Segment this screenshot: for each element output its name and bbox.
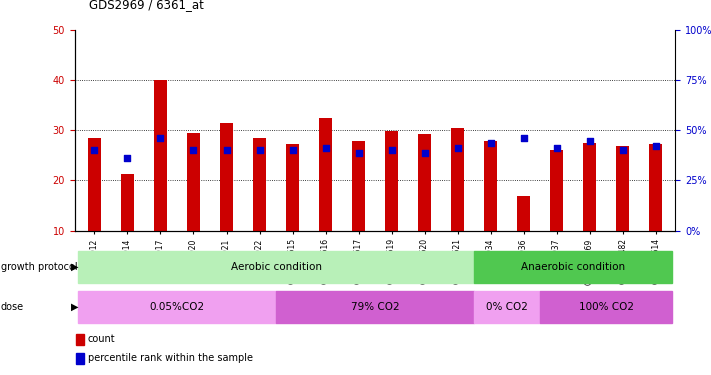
Text: dose: dose <box>1 302 24 312</box>
Bar <box>220 123 233 231</box>
Bar <box>583 143 597 231</box>
Bar <box>286 144 299 231</box>
Text: ▶: ▶ <box>71 302 79 312</box>
Bar <box>484 141 497 231</box>
Bar <box>78 251 474 283</box>
Point <box>353 150 364 156</box>
Bar <box>451 128 464 231</box>
Bar <box>649 144 662 231</box>
Point <box>188 147 199 153</box>
Text: ▶: ▶ <box>71 262 79 272</box>
Bar <box>187 133 200 231</box>
Point <box>254 147 265 153</box>
Bar <box>154 80 167 231</box>
Bar <box>474 251 672 283</box>
Point <box>419 150 430 156</box>
Bar <box>319 118 332 231</box>
Point <box>617 147 629 153</box>
Bar <box>253 138 266 231</box>
Text: 100% CO2: 100% CO2 <box>579 302 634 312</box>
Point <box>89 147 100 153</box>
Bar <box>276 291 474 322</box>
Point <box>386 147 397 153</box>
Bar <box>616 146 629 231</box>
Point <box>155 135 166 141</box>
Point <box>452 145 464 151</box>
Text: 0% CO2: 0% CO2 <box>486 302 528 312</box>
Point <box>518 135 529 141</box>
Text: 0.05%CO2: 0.05%CO2 <box>149 302 205 312</box>
Text: 79% CO2: 79% CO2 <box>351 302 400 312</box>
Bar <box>78 291 276 322</box>
Point <box>320 145 331 151</box>
Text: Anaerobic condition: Anaerobic condition <box>521 262 625 272</box>
Text: growth protocol: growth protocol <box>1 262 77 272</box>
Point <box>551 145 562 151</box>
Bar <box>88 138 101 231</box>
Point <box>650 143 661 149</box>
Bar <box>540 291 672 322</box>
Text: count: count <box>88 334 115 344</box>
Point <box>221 147 232 153</box>
Bar <box>77 352 84 364</box>
Bar <box>418 134 431 231</box>
Point <box>485 140 496 146</box>
Bar <box>352 141 365 231</box>
Text: percentile rank within the sample: percentile rank within the sample <box>88 353 253 363</box>
Bar <box>121 174 134 231</box>
Point <box>584 138 595 144</box>
Bar <box>550 150 563 231</box>
Text: Aerobic condition: Aerobic condition <box>230 262 321 272</box>
Bar <box>517 195 530 231</box>
Bar <box>474 291 540 322</box>
Point <box>287 147 298 153</box>
Bar <box>385 131 398 231</box>
Point <box>122 155 133 161</box>
Text: GDS2969 / 6361_at: GDS2969 / 6361_at <box>89 0 204 11</box>
Bar <box>77 334 84 345</box>
